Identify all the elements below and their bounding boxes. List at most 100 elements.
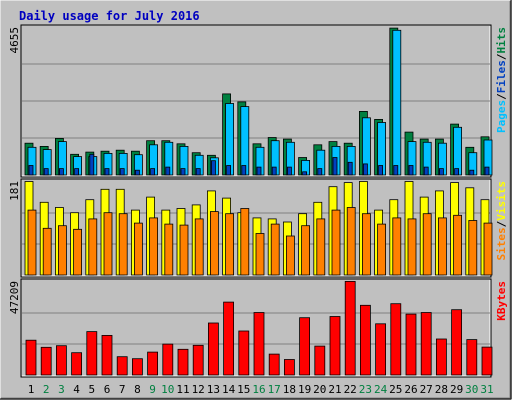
- legend-visits: Visits: [495, 181, 508, 221]
- bar-kbytes-day-16: [253, 312, 265, 376]
- bar-sites-day-21: [331, 209, 341, 276]
- bar-sites-day-28: [437, 217, 447, 276]
- legend-hits: Hits: [495, 27, 508, 54]
- bar-kbytes-day-9: [147, 351, 159, 376]
- bar-kbytes-day-8: [131, 358, 143, 376]
- bar-pages-day-9: [150, 168, 156, 176]
- x-label-day-30: 30: [465, 383, 478, 396]
- legend-top: Pages/Files/Hits: [495, 27, 508, 133]
- bar-sites-day-7: [118, 213, 128, 276]
- bar-pages-day-21: [332, 157, 338, 176]
- bar-kbytes-day-24: [375, 323, 387, 376]
- legend-sep-1: /: [495, 93, 508, 100]
- bottom-ymax-label: 47209: [8, 281, 21, 314]
- bar-pages-day-18: [286, 166, 292, 176]
- bar-pages-day-10: [165, 166, 171, 176]
- bar-kbytes-day-30: [466, 339, 478, 376]
- bar-pages-day-15: [241, 165, 247, 176]
- bar-sites-day-18: [285, 235, 295, 276]
- bar-kbytes-day-1: [25, 339, 37, 376]
- x-label-day-23: 23: [359, 383, 372, 396]
- bar-pages-day-23: [362, 163, 368, 176]
- bar-pages-day-14: [226, 165, 232, 176]
- bar-kbytes-day-6: [101, 334, 113, 376]
- x-label-day-7: 7: [119, 383, 126, 396]
- bar-pages-day-24: [378, 165, 384, 176]
- x-label-day-17: 17: [268, 383, 281, 396]
- bar-sites-day-14: [225, 213, 235, 276]
- bar-kbytes-day-29: [451, 309, 463, 376]
- bar-sites-day-4: [73, 228, 82, 276]
- bar-pages-day-4: [74, 168, 79, 176]
- x-label-day-15: 15: [237, 383, 250, 396]
- x-label-day-2: 2: [43, 383, 50, 396]
- top-ymax-label: 4655: [8, 27, 21, 54]
- bar-pages-day-26: [408, 165, 414, 176]
- bar-kbytes-day-27: [420, 312, 432, 376]
- chart-title: Daily usage for July 2016: [19, 9, 200, 23]
- bar-sites-day-31: [483, 222, 493, 276]
- bar-kbytes-day-22: [344, 280, 356, 376]
- bar-sites-day-8: [133, 222, 143, 276]
- x-label-day-3: 3: [58, 383, 65, 396]
- legend-middle: Sites/Visits: [495, 181, 508, 261]
- bar-kbytes-day-3: [56, 345, 67, 376]
- bar-pages-day-8: [134, 169, 140, 176]
- svg-text:Sites/Visits: Sites/Visits: [495, 181, 508, 261]
- x-label-day-22: 22: [344, 383, 357, 396]
- bar-sites-day-1: [27, 209, 37, 276]
- bar-kbytes-day-10: [162, 343, 174, 376]
- x-label-day-28: 28: [435, 383, 448, 396]
- bar-sites-day-13: [209, 211, 219, 276]
- bar-sites-day-6: [103, 212, 113, 276]
- bar-pages-day-17: [271, 166, 277, 176]
- bar-sites-day-12: [194, 218, 204, 276]
- bars: [24, 27, 493, 376]
- bar-kbytes-day-14: [223, 301, 235, 376]
- x-label-day-24: 24: [374, 383, 388, 396]
- x-label-day-21: 21: [328, 383, 341, 396]
- legend-sep-3: /: [495, 220, 508, 227]
- bar-kbytes-day-21: [329, 316, 341, 376]
- bar-files-day-25: [392, 29, 402, 176]
- middle-ymax-label: 181: [8, 181, 21, 201]
- bar-sites-day-24: [377, 223, 387, 276]
- bar-pages-day-16: [256, 166, 262, 176]
- x-label-day-14: 14: [222, 383, 236, 396]
- svg-text:KBytes: KBytes: [495, 281, 508, 321]
- x-label-day-9: 9: [149, 383, 156, 396]
- bar-sites-day-9: [149, 217, 159, 276]
- bar-sites-day-3: [58, 225, 67, 276]
- bar-kbytes-day-5: [86, 331, 98, 376]
- bar-kbytes-day-17: [268, 353, 280, 376]
- bar-pages-day-30: [469, 169, 475, 176]
- bar-files-day-14: [225, 103, 235, 176]
- x-label-day-29: 29: [450, 383, 463, 396]
- x-label-day-20: 20: [313, 383, 326, 396]
- bar-kbytes-day-12: [192, 344, 204, 376]
- x-label-day-25: 25: [389, 383, 402, 396]
- bar-sites-day-17: [270, 223, 280, 276]
- bar-files-day-15: [240, 106, 250, 176]
- bar-pages-day-27: [423, 166, 429, 176]
- bar-kbytes-day-26: [405, 313, 417, 376]
- bar-pages-day-22: [347, 161, 353, 176]
- bar-kbytes-day-13: [207, 322, 219, 376]
- x-label-day-11: 11: [176, 383, 189, 396]
- legend-sep-2: /: [495, 53, 508, 60]
- x-label-day-5: 5: [88, 383, 95, 396]
- x-label-day-18: 18: [283, 383, 296, 396]
- legend-files: Files: [495, 60, 508, 93]
- bar-kbytes-day-23: [359, 304, 371, 376]
- bar-pages-day-6: [104, 168, 110, 176]
- bar-pages-day-29: [454, 168, 460, 176]
- bar-sites-day-2: [42, 227, 52, 276]
- bar-sites-day-22: [346, 207, 356, 276]
- x-axis-labels: 1 2 3 4 5 6 7 8 9 10 11 12 13 14 15 16 17 18 19 20 21 22 23 24 2…: [28, 383, 494, 396]
- bar-pages-day-25: [393, 165, 399, 176]
- bar-kbytes-day-28: [435, 338, 447, 376]
- bar-pages-day-12: [195, 168, 201, 176]
- legend-sites: Sites: [495, 227, 508, 260]
